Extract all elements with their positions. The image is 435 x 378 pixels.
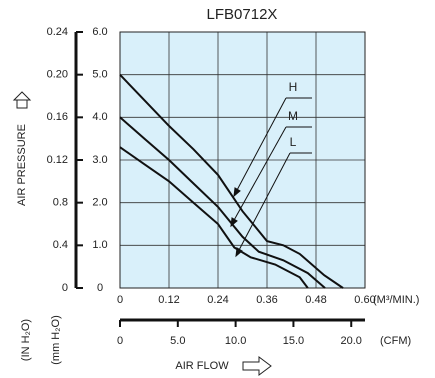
y2-tick-label: 0.20 [47,69,68,81]
x-tick-label: 0.48 [305,294,326,306]
x-tick-label: 0.24 [207,294,228,306]
x2-tick-label: 10.0 [225,335,246,347]
x2-tick-label: 20.0 [341,335,362,347]
leader [237,152,291,253]
plot-area [119,31,366,289]
x-axis-label: AIR FLOW [175,360,229,372]
arrow-icon [242,356,272,376]
series-label: M [288,109,298,123]
x-tick-label: 0.60 [354,294,375,306]
arrow-icon [12,91,32,109]
y2-unit: (IN H₂O) [20,319,32,361]
y-tick-label: 2.0 [92,197,107,209]
y-tick-label: 5.0 [92,69,107,81]
y-tick-label: 1.0 [92,239,107,251]
curve [119,74,344,289]
y2-tick-label: 0.16 [47,111,68,123]
series-label: H [289,80,298,94]
curve [119,146,309,289]
x-tick-label: 0 [117,294,123,306]
arrowhead [233,187,241,198]
y-tick-label: 0 [97,282,103,294]
x-tick-label: 0.36 [256,294,277,306]
x2-tick-label: 15.0 [283,335,304,347]
curve [119,116,326,289]
leader [235,97,287,193]
y-tick-label: 4.0 [92,111,107,123]
leader [232,126,287,223]
x2-tick-label: 0 [117,335,123,347]
series-label: L [290,135,297,149]
y2-tick-label: 0 [62,282,68,294]
x2-tick-label: 5.0 [170,335,185,347]
x-tick-label: 0.12 [158,294,179,306]
x-unit: (M³/MIN.) [373,294,419,306]
y-unit: (mm H₂O) [50,315,62,364]
plot-border [119,31,366,289]
x2-unit: (CFM) [380,335,411,347]
y-tick-label: 6.0 [92,26,107,38]
y2-tick-label: 0.8 [53,197,68,209]
y-axis-label: AIR PRESSURE [16,124,28,206]
y2-tick-label: 0.4 [53,239,68,251]
y2-tick-label: 0.12 [47,154,68,166]
chart-title: LFB0712X [207,6,278,23]
y-tick-label: 3.0 [92,154,107,166]
y2-tick-label: 0.24 [47,26,68,38]
